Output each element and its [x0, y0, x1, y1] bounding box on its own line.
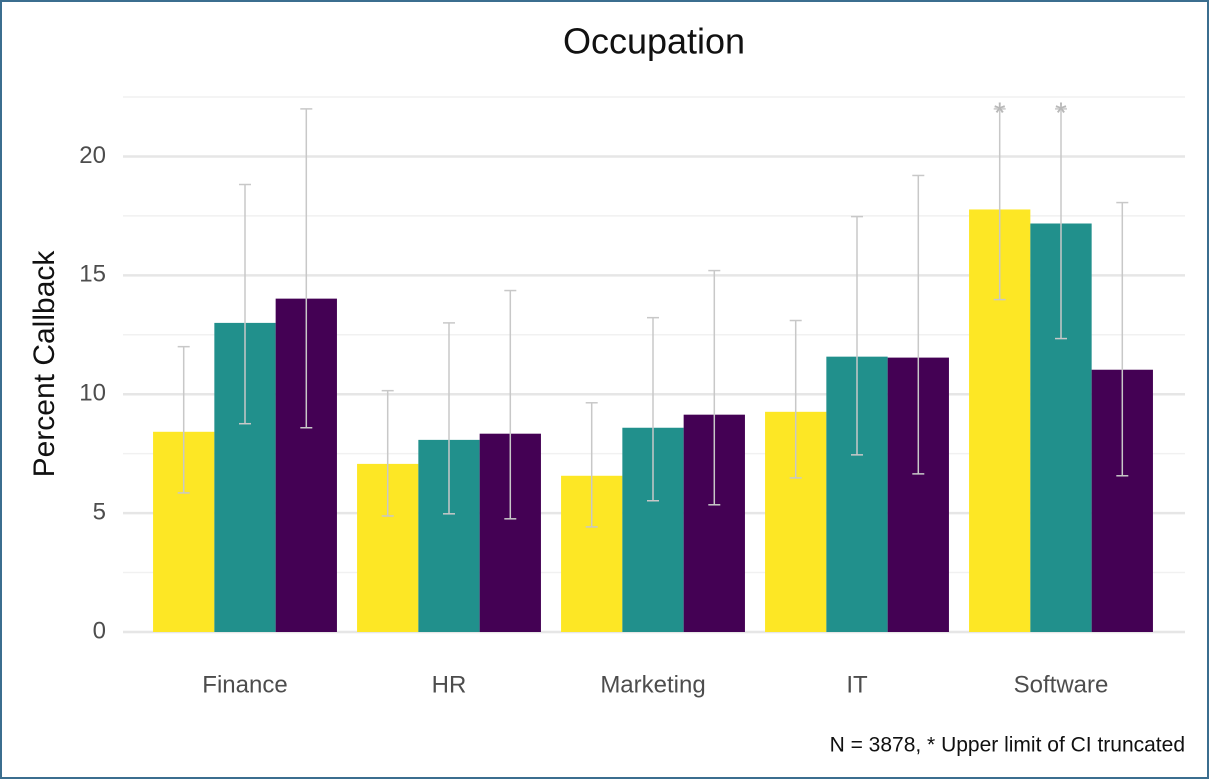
y-tick-label: 20 [79, 142, 106, 169]
x-tick-label: Marketing [600, 671, 705, 698]
y-tick-label: 0 [93, 617, 106, 644]
x-tick-label: HR [432, 671, 467, 698]
y-tick-label: 15 [79, 261, 106, 288]
y-axis-label: Percent Callback [28, 250, 61, 478]
caption: N = 3878, * Upper limit of CI truncated [830, 734, 1185, 757]
y-tick-label: 5 [93, 498, 106, 525]
chart-title: Occupation [563, 21, 745, 62]
x-tick-label: IT [846, 671, 868, 698]
y-tick-label: 10 [79, 380, 106, 407]
x-tick-label: Software [1014, 671, 1109, 698]
x-tick-label: Finance [202, 671, 287, 698]
truncation-marker: * [1055, 97, 1067, 130]
truncation-marker: * [994, 97, 1006, 130]
